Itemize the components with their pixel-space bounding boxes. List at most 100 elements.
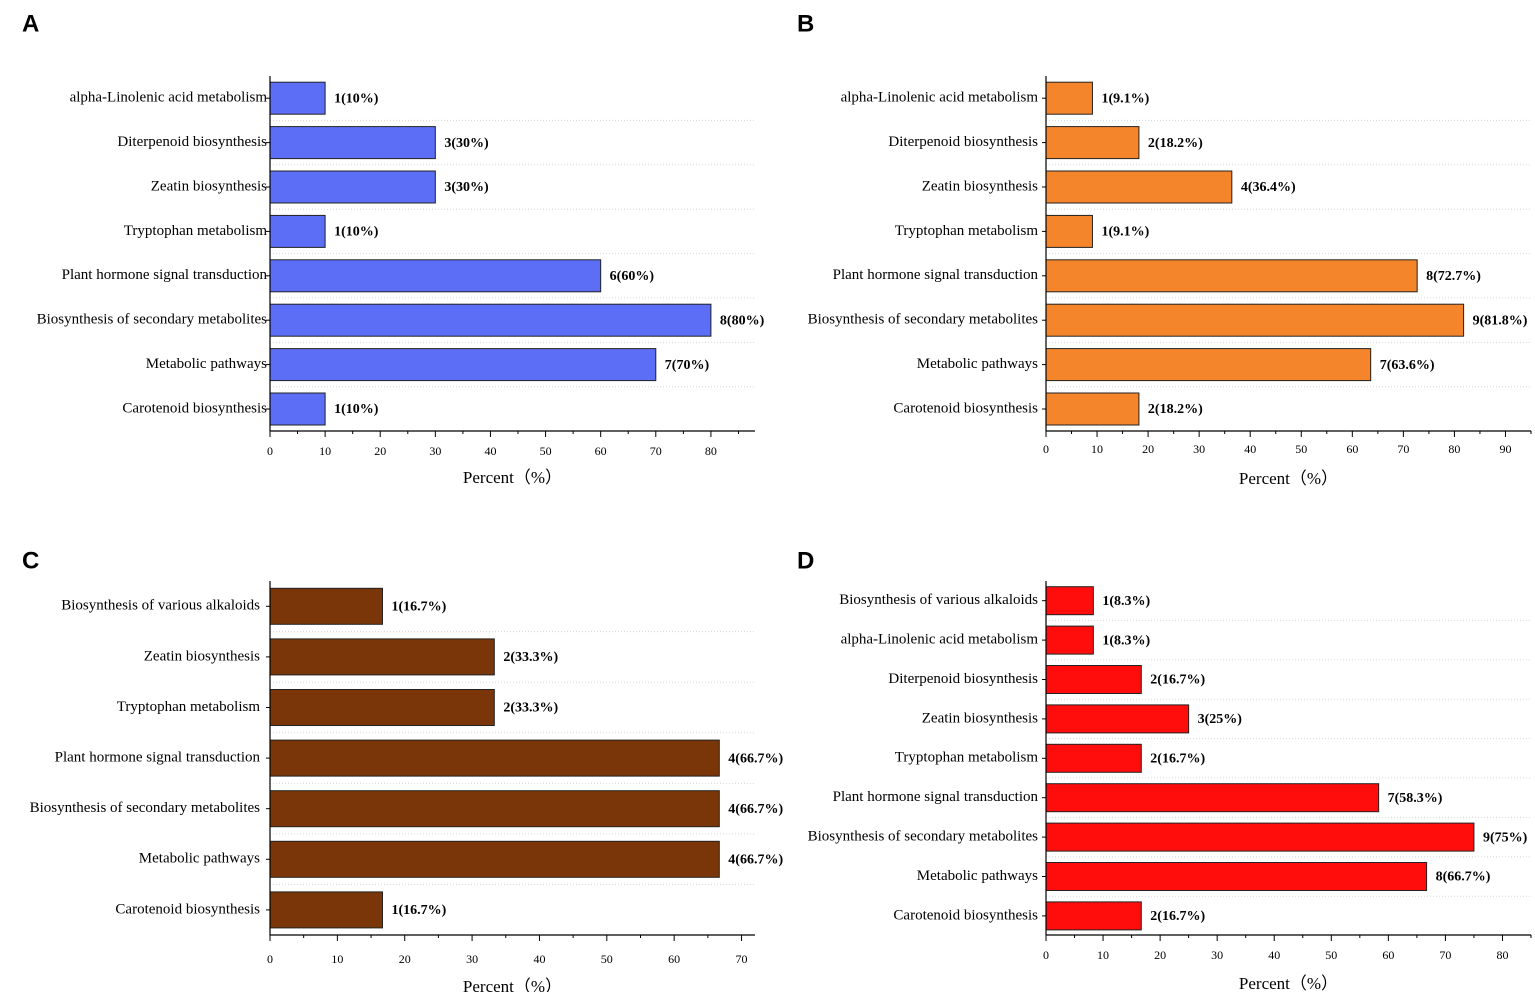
data-label: 8(80%) (720, 313, 765, 328)
x-tick-label: 50 (540, 444, 552, 458)
category-label: Plant hormone signal transduction (833, 267, 1039, 283)
data-label: 1(8.3%) (1102, 594, 1150, 609)
bar (269, 587, 383, 625)
data-label: 3(30%) (444, 180, 489, 195)
panel-letter: C (22, 547, 39, 574)
x-tick-label: 50 (1325, 948, 1337, 962)
x-axis-title: Percent（%） (1239, 974, 1338, 992)
category-label: Biosynthesis of secondary metabolites (37, 312, 268, 328)
category-label: Biosynthesis of secondary metabolites (808, 312, 1039, 328)
category-label: Zeatin biosynthesis (922, 710, 1038, 726)
bar (1045, 783, 1380, 813)
category-label: alpha-Linolenic acid metabolism (841, 90, 1039, 106)
x-tick-label: 20 (399, 952, 411, 966)
data-label: 8(66.7%) (1436, 870, 1491, 885)
category-label: Biosynthesis of secondary metabolites (30, 800, 261, 816)
bar (1045, 625, 1094, 655)
x-tick-label: 80 (705, 444, 717, 458)
category-label: Diterpenoid biosynthesis (117, 134, 267, 150)
data-label: 2(33.3%) (503, 650, 558, 665)
x-tick-label: 50 (1295, 442, 1307, 456)
category-label: Tryptophan metabolism (895, 750, 1039, 766)
data-label: 1(10%) (334, 91, 379, 106)
bar (1045, 348, 1372, 382)
category-label: Diterpenoid biosynthesis (888, 134, 1038, 150)
category-label: Carotenoid biosynthesis (122, 400, 267, 416)
data-label: 3(30%) (444, 136, 489, 151)
x-tick-label: 10 (331, 952, 343, 966)
data-label: 7(70%) (665, 358, 710, 373)
data-label: 7(58.3%) (1388, 791, 1443, 806)
category-label: Carotenoid biosynthesis (893, 907, 1038, 923)
category-label: Plant hormone signal transduction (62, 267, 268, 283)
bar (269, 392, 326, 426)
x-tick-label: 40 (484, 444, 496, 458)
bar (1045, 392, 1140, 426)
data-label: 1(10%) (334, 225, 379, 240)
data-label: 7(63.6%) (1380, 358, 1435, 373)
category-label: Metabolic pathways (917, 868, 1038, 884)
category-label: alpha-Linolenic acid metabolism (70, 90, 268, 106)
x-axis-title: Percent（%） (1239, 469, 1338, 488)
bar (269, 348, 657, 382)
data-label: 9(81.8%) (1473, 313, 1528, 328)
x-tick-label: 60 (595, 444, 607, 458)
data-label: 2(16.7%) (1150, 752, 1205, 767)
data-label: 4(66.7%) (728, 853, 783, 868)
x-tick-label: 80 (1496, 948, 1508, 962)
data-label: 1(10%) (334, 402, 379, 417)
bar (1045, 126, 1140, 160)
category-label: Metabolic pathways (917, 356, 1038, 372)
bar (269, 840, 720, 878)
x-tick-label: 50 (601, 952, 613, 966)
bar (1045, 303, 1465, 337)
bar (1045, 586, 1094, 616)
x-tick-label: 70 (736, 952, 748, 966)
bar (1045, 862, 1428, 891)
category-label: Carotenoid biosynthesis (893, 400, 1038, 416)
category-label: Metabolic pathways (146, 356, 267, 372)
x-tick-label: 70 (1439, 948, 1451, 962)
data-label: 2(16.7%) (1150, 909, 1205, 924)
x-tick-label: 40 (533, 952, 545, 966)
bar (1045, 81, 1093, 115)
bar (1045, 170, 1233, 204)
category-label: Plant hormone signal transduction (55, 750, 261, 766)
data-label: 6(60%) (610, 269, 655, 284)
bar (1045, 214, 1093, 248)
bar (269, 259, 602, 293)
x-tick-label: 30 (1211, 948, 1223, 962)
data-label: 9(75%) (1483, 830, 1528, 845)
category-label: Zeatin biosynthesis (144, 648, 260, 664)
panel-letter: D (797, 547, 814, 574)
bar (1045, 259, 1418, 293)
x-tick-label: 90 (1499, 442, 1511, 456)
panel-letter: A (22, 10, 39, 37)
x-axis-title: Percent（%） (463, 468, 562, 487)
bar (269, 126, 436, 160)
category-label: Metabolic pathways (139, 851, 260, 867)
bar (269, 303, 712, 337)
data-label: 1(9.1%) (1101, 91, 1149, 106)
bar (1045, 665, 1142, 694)
category-label: Carotenoid biosynthesis (115, 901, 260, 917)
x-tick-label: 0 (1043, 442, 1049, 456)
data-label: 2(18.2%) (1148, 136, 1203, 151)
x-tick-label: 70 (1397, 442, 1409, 456)
x-tick-label: 60 (668, 952, 680, 966)
category-label: Zeatin biosynthesis (922, 178, 1038, 194)
data-label: 2(16.7%) (1150, 673, 1205, 688)
x-tick-label: 30 (1193, 442, 1205, 456)
x-tick-label: 30 (466, 952, 478, 966)
category-label: Diterpenoid biosynthesis (888, 671, 1038, 687)
bar (269, 638, 495, 676)
x-tick-label: 40 (1268, 948, 1280, 962)
bar (269, 214, 326, 248)
x-tick-label: 10 (1091, 442, 1103, 456)
category-label: Biosynthesis of secondary metabolites (808, 829, 1039, 845)
x-tick-label: 40 (1244, 442, 1256, 456)
x-tick-label: 20 (374, 444, 386, 458)
data-label: 1(16.7%) (391, 600, 446, 615)
data-label: 4(66.7%) (728, 802, 783, 817)
